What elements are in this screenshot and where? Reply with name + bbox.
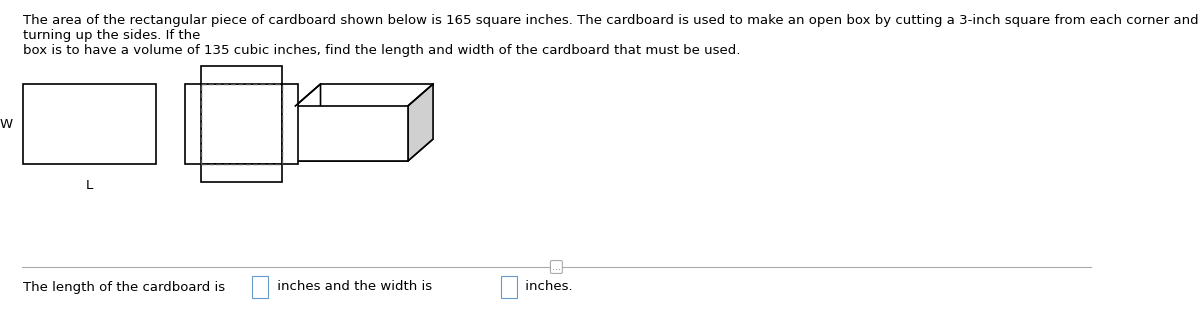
Bar (500, 276, 517, 298)
Text: ...: ... (552, 262, 560, 272)
Bar (200, 84, 282, 164)
Bar (200, 164, 282, 182)
Polygon shape (408, 84, 433, 161)
Polygon shape (295, 106, 408, 161)
Text: The length of the cardboard is: The length of the cardboard is (24, 281, 230, 294)
Polygon shape (295, 84, 320, 161)
Text: inches and the width is: inches and the width is (272, 281, 436, 294)
Text: L: L (86, 179, 94, 192)
Bar (24, 84, 156, 164)
Text: W: W (0, 117, 13, 130)
Bar (200, 66, 282, 84)
Bar (282, 84, 298, 164)
Text: inches.: inches. (521, 281, 572, 294)
Bar (252, 276, 269, 298)
Text: The area of the rectangular piece of cardboard shown below is 165 square inches.: The area of the rectangular piece of car… (24, 14, 1199, 57)
Bar (185, 84, 200, 164)
Polygon shape (295, 139, 433, 161)
